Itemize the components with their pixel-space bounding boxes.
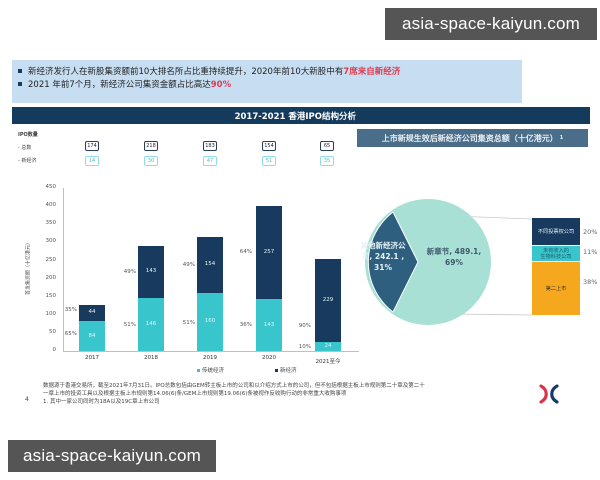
bar-value: 257 (263, 249, 275, 255)
y-tick: 150 (45, 293, 57, 299)
x-tick: 2020 (262, 355, 276, 361)
y-tick: 400 (45, 202, 57, 208)
y-tick: 250 (45, 257, 57, 263)
pct-label: 65% (64, 331, 77, 337)
bar-value: 229 (322, 297, 334, 303)
legend-item-traditional: 传统经济 (197, 366, 224, 374)
ipo-new-label: - 新经济 (18, 158, 37, 164)
bullet-1: 新经济发行人在新股集资额前10大排名所占比重持续提升，2020年前10大新股中有… (18, 66, 522, 79)
ipo-total-2018: 218 (144, 141, 158, 151)
bar-segment-new-economy (315, 259, 341, 342)
bar-segment-traditional (79, 320, 105, 351)
y-tick: 350 (45, 220, 57, 226)
ipo-new-2017: 14 (85, 156, 99, 166)
footer-notes: 数据源于香港交易所，截至2021年7月31日。IPO总数包括由GEM转主板上市的… (43, 383, 425, 405)
ipo-total-2019: 183 (203, 141, 217, 151)
breakdown-segment-biotech: 未有收入的 生物科技公司 (532, 246, 580, 261)
x-axis (63, 351, 359, 352)
bullet-square-icon (18, 81, 22, 86)
y-tick: 50 (49, 329, 56, 335)
breakdown-pct: 38% (583, 278, 598, 286)
bar-value: 44 (88, 308, 96, 315)
ipo-new-2021: 35 (320, 156, 334, 166)
highlight-text: 7席来自新经济 (343, 67, 401, 77)
watermark-top: asia-space-kaiyun.com (385, 8, 597, 40)
legend-swatch (197, 369, 200, 372)
ipo-total-2017: 174 (85, 141, 99, 151)
bar-segment-new-economy (138, 246, 164, 298)
x-tick: 2017 (85, 355, 99, 361)
breakdown-pct: 11% (583, 248, 598, 256)
ipo-total-2021: 65 (320, 141, 334, 151)
x-tick: 2018 (144, 355, 158, 361)
bar-2019: 154 160 (197, 237, 223, 351)
pct-label: 35% (64, 307, 77, 313)
y-tick: 450 (45, 184, 57, 190)
breakdown-pct: 20% (583, 228, 598, 236)
pct-label: 49% (123, 269, 136, 275)
bar-value: 143 (145, 268, 157, 274)
hkex-logo-icon (539, 384, 559, 404)
legend-item-new-economy: 新经济 (275, 366, 297, 374)
breakdown-bar: 不同投票权公司 未有收入的 生物科技公司 第二上市 (532, 218, 580, 315)
pie-label-other: 其他新经济公 司, 242.1 , 31% (360, 241, 406, 272)
page-number: 4 (25, 396, 29, 403)
breakdown-segment-secondary-listing: 第二上市 (532, 262, 580, 315)
ipo-new-2018: 30 (144, 156, 158, 166)
pct-label: 64% (239, 249, 252, 255)
y-tick: 0 (52, 347, 57, 353)
info-box: 新经济发行人在新股集资额前10大排名所占比重持续提升，2020年前10大新股中有… (12, 60, 522, 103)
bar-value: 84 (88, 332, 96, 339)
legend-swatch (275, 369, 278, 372)
bar-value: 24 (324, 343, 332, 349)
section-title-bar: 2017-2021 香港IPO结构分析 (12, 107, 590, 124)
pie-chart-header: 上市新规生效后新经济公司集资总额（十亿港元） 1 (357, 129, 588, 147)
bar-segment-traditional (315, 342, 341, 351)
bar-segment-traditional (138, 298, 164, 351)
bar-chart: 首发集资额（十亿港元） 0 50 100 150 200 250 300 350… (0, 0, 360, 380)
highlight-text: 90% (210, 80, 232, 90)
bar-segment-new-economy (197, 237, 223, 293)
y-axis-label: 首发集资额（十亿港元） (25, 240, 32, 296)
bar-segment-traditional (197, 293, 223, 351)
pct-label: 10% (298, 344, 311, 350)
ipo-total-label: - 总数 (18, 145, 32, 151)
bar-value: 160 (204, 318, 216, 324)
y-tick: 200 (45, 275, 57, 281)
bullet-square-icon (18, 68, 22, 73)
bar-segment-new-economy (79, 304, 105, 321)
x-tick: 2019 (203, 355, 217, 361)
bar-2021: 229 24 (315, 259, 341, 351)
pct-label: 51% (182, 320, 195, 326)
bullet-2: 2021 年前7个月，新经济公司集资金额占比高达90% (18, 79, 522, 92)
bar-segment-new-economy (256, 206, 282, 299)
bar-2018: 143 146 (138, 246, 164, 351)
ipo-new-2020: 51 (262, 156, 276, 166)
pie-label-new-chapter: 新章节, 489.1, 69% (426, 247, 482, 267)
ipo-total-2020: 154 (262, 141, 276, 151)
pie-chart: 其他新经济公 司, 242.1 , 31% 新章节, 489.1, 69% 不同… (360, 196, 600, 336)
bar-value: 154 (204, 261, 216, 267)
pct-label: 36% (239, 322, 252, 328)
bar-segment-traditional (256, 299, 282, 351)
bar-value: 146 (145, 321, 157, 327)
watermark-bottom: asia-space-kaiyun.com (8, 440, 216, 472)
y-axis (63, 188, 64, 352)
x-tick: 2021至今 (315, 359, 341, 365)
breakdown-segment-dual-class: 不同投票权公司 (532, 218, 580, 245)
bar-2020: 257 143 (256, 206, 282, 351)
bar-2017: 44 84 (79, 304, 105, 351)
pct-label: 90% (298, 323, 311, 329)
y-tick: 300 (45, 238, 57, 244)
bar-value: 143 (263, 322, 275, 328)
ipo-new-2019: 47 (203, 156, 217, 166)
pct-label: 49% (182, 262, 195, 268)
y-tick: 100 (45, 311, 57, 317)
ipo-count-header: IPO数量 (18, 132, 38, 138)
pie-svg (365, 199, 533, 325)
pct-label: 51% (123, 322, 136, 328)
